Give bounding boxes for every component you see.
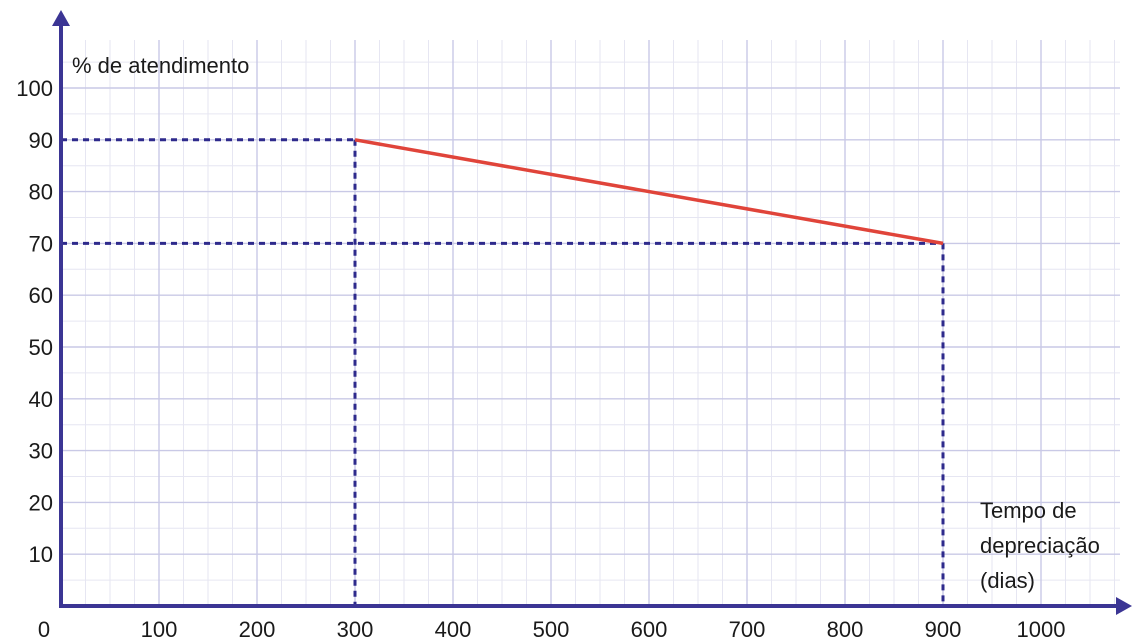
x-tick-label: 700 [729, 617, 766, 641]
x-tick-label: 500 [533, 617, 570, 641]
x-axis-label-line: (dias) [980, 568, 1035, 593]
y-tick-label: 80 [29, 180, 53, 205]
y-tick-label: 30 [29, 439, 53, 464]
x-tick-label: 1000 [1017, 617, 1066, 641]
y-tick-label: 100 [16, 76, 53, 101]
y-tick-label: 40 [29, 387, 53, 412]
x-axis-label-line: Tempo de [980, 498, 1077, 523]
x-tick-label: 400 [435, 617, 472, 641]
origin-label: 0 [38, 617, 50, 641]
y-tick-label: 20 [29, 490, 53, 515]
y-tick-label: 50 [29, 335, 53, 360]
y-tick-label: 70 [29, 231, 53, 256]
tick-labels: 10 20 30 40 50 60 70 80 90 100 100 200 300 400 500 600 7… [16, 76, 1065, 641]
x-tick-label: 800 [827, 617, 864, 641]
series-lines [354, 138, 944, 246]
x-tick-label: 900 [925, 617, 962, 641]
major-grid [61, 40, 1120, 606]
y-tick-label: 60 [29, 283, 53, 308]
x-tick-label: 100 [141, 617, 178, 641]
y-axis-arrow [52, 10, 70, 26]
series-line [354, 138, 944, 246]
x-axis-arrow [1116, 597, 1132, 615]
x-axis-label: Tempo de depreciação (dias) [980, 498, 1100, 593]
x-tick-label: 300 [337, 617, 374, 641]
reference-lines [61, 138, 945, 606]
x-tick-label: 200 [239, 617, 276, 641]
x-axis-label-line: depreciação [980, 533, 1100, 558]
y-tick-label: 10 [29, 542, 53, 567]
x-tick-label: 600 [631, 617, 668, 641]
axes [52, 10, 1132, 615]
y-tick-label: 90 [29, 128, 53, 153]
minor-grid [61, 40, 1120, 606]
y-axis-label: % de atendimento [72, 53, 249, 78]
